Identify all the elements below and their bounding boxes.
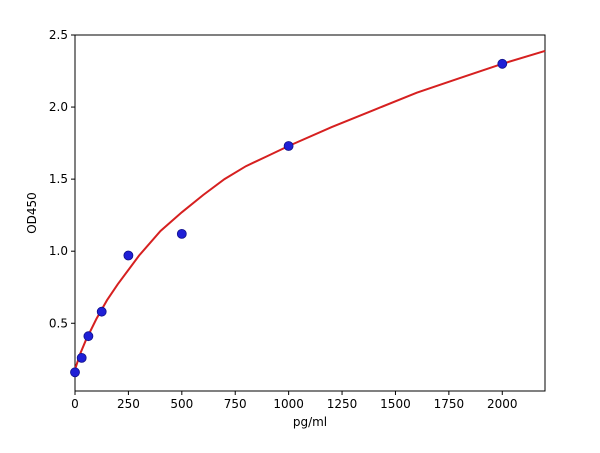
data-point (70, 367, 80, 378)
y-tick-label: 1.5 (49, 172, 68, 186)
data-points (70, 58, 508, 378)
data-point (176, 228, 187, 239)
x-tick-label: 0 (71, 397, 79, 411)
fitted-curve (74, 49, 546, 370)
x-tick-label: 1250 (327, 397, 358, 411)
y-tick-label: 0.5 (49, 316, 68, 330)
x-axis-label: pg/ml (293, 415, 327, 429)
data-point (283, 141, 294, 151)
x-tick-label: 2000 (487, 397, 518, 411)
x-tick-label: 1750 (434, 397, 465, 411)
data-point (123, 250, 134, 261)
y-tick-label: 2.0 (49, 100, 68, 114)
fitted-curve-line (74, 49, 546, 370)
x-axis-ticks: 0 250 500 750 1000 1250 1500 1750 2000 (71, 391, 518, 411)
data-point (83, 331, 94, 342)
data-point (96, 306, 107, 317)
y-axis-label: OD450 (25, 192, 39, 234)
x-tick-label: 1500 (380, 397, 411, 411)
plot-area (74, 34, 546, 392)
x-tick-label: 1000 (273, 397, 304, 411)
data-point (76, 352, 87, 363)
data-point (497, 58, 508, 69)
x-tick-label: 750 (224, 397, 247, 411)
y-axis-ticks: 0.5 1.0 1.5 2.0 2.5 (49, 28, 75, 330)
y-tick-label: 1.0 (49, 244, 68, 258)
x-tick-label: 500 (170, 397, 193, 411)
x-tick-label: 250 (117, 397, 140, 411)
y-tick-label: 2.5 (49, 28, 68, 42)
